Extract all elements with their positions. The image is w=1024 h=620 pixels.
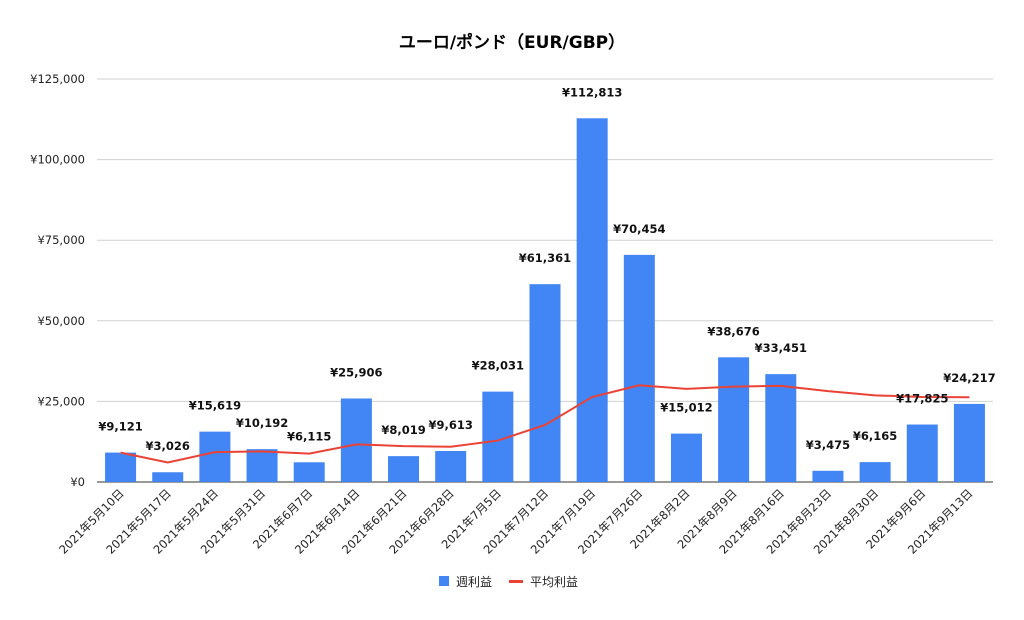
- y-tick-label: ¥75,000: [37, 233, 85, 247]
- data-label: ¥15,012: [660, 401, 712, 415]
- bar: [152, 472, 184, 482]
- data-label: ¥15,619: [189, 399, 241, 413]
- data-label: ¥33,451: [755, 341, 807, 355]
- data-label: ¥3,026: [146, 439, 190, 453]
- average-line-path: [120, 384, 970, 464]
- bar: [388, 456, 420, 482]
- data-label: ¥61,361: [519, 251, 571, 265]
- data-label: ¥8,019: [381, 423, 425, 437]
- data-label: ¥10,192: [236, 416, 288, 430]
- y-tick-label: ¥25,000: [37, 394, 85, 408]
- bar: [199, 431, 231, 482]
- data-label: ¥112,813: [562, 85, 622, 99]
- bar: [765, 374, 797, 482]
- bar: [576, 118, 608, 482]
- data-label: ¥17,825: [896, 392, 948, 406]
- bar: [435, 451, 467, 482]
- data-label: ¥70,454: [613, 222, 665, 236]
- data-label: ¥3,475: [806, 438, 850, 452]
- data-label: ¥24,217: [943, 371, 995, 385]
- bar: [906, 424, 938, 482]
- data-labels: ¥9,121 ¥3,026 ¥15,619 ¥10,192¥6,115 ¥25,906 ¥…: [98, 85, 995, 453]
- legend-swatch-average: [509, 580, 523, 583]
- x-axis-labels: 2021年5月10日2021年5月17日2021年5月24日2021年5月31日…: [56, 486, 975, 557]
- bar: [953, 403, 985, 482]
- bar: [105, 452, 137, 482]
- bar: [859, 462, 891, 482]
- bar: [246, 449, 278, 482]
- legend: 週利益 平均利益: [439, 575, 578, 589]
- y-tick-label: ¥125,000: [30, 72, 85, 86]
- bars: [105, 118, 985, 482]
- bar: [718, 357, 750, 482]
- chart-title: ユーロ/ポンド（EUR/GBP）: [399, 32, 625, 53]
- bar: [623, 254, 655, 482]
- bar: [529, 284, 561, 482]
- y-tick-label: ¥100,000: [30, 153, 85, 167]
- data-label: ¥9,613: [428, 418, 472, 432]
- bar: [812, 470, 844, 482]
- bar: [670, 433, 702, 482]
- data-label: ¥6,165: [853, 429, 897, 443]
- y-tick-label: ¥50,000: [37, 314, 85, 328]
- legend-swatch-weekly: [439, 576, 449, 586]
- bar: [340, 398, 372, 482]
- data-label: ¥9,121: [98, 420, 142, 434]
- data-label: ¥6,115: [287, 429, 331, 443]
- legend-label-weekly: 週利益: [456, 575, 492, 589]
- bar: [293, 462, 325, 482]
- y-tick-label: ¥0: [70, 475, 85, 489]
- data-label: ¥38,676: [707, 324, 759, 338]
- data-label: ¥28,031: [472, 359, 524, 373]
- average-line: [120, 384, 970, 464]
- legend-label-average: 平均利益: [530, 575, 578, 589]
- data-label: ¥25,906: [330, 365, 382, 379]
- grid: ¥0 ¥25,000 ¥50,000 ¥75,000 ¥100,000 ¥125,000: [30, 72, 993, 489]
